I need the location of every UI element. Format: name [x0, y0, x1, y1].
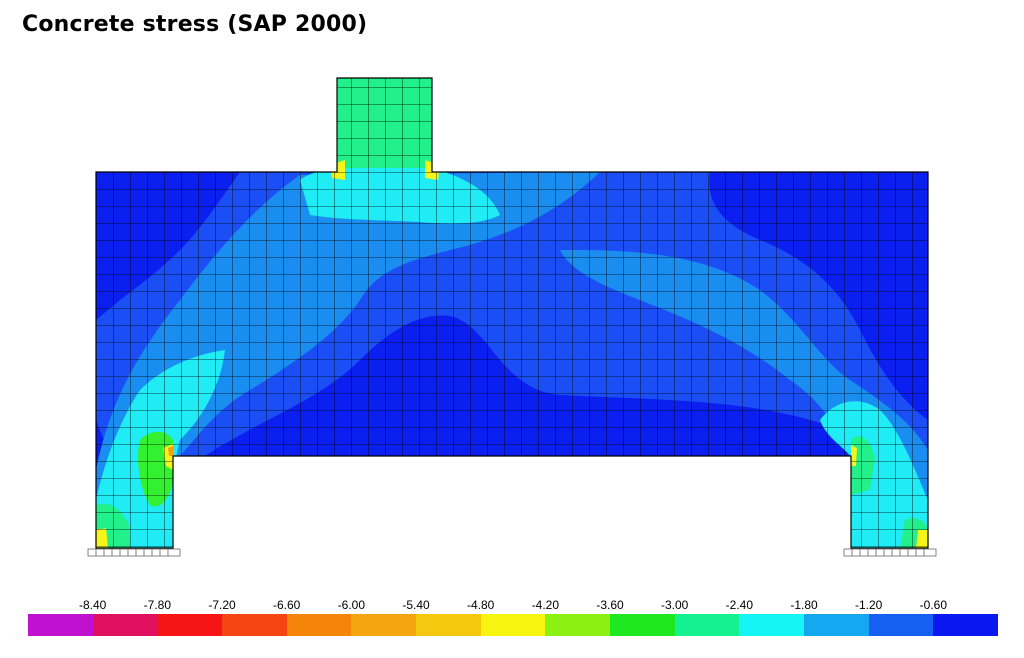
legend-label: -7.20 [208, 598, 236, 612]
legend-label: -8.40 [78, 598, 107, 612]
stress-contour-diagram [87, 77, 937, 557]
legend-swatch [222, 614, 287, 636]
beam-outline [95, 77, 929, 549]
legend-label: -2.40 [725, 598, 754, 612]
page-title: Concrete stress (SAP 2000) [22, 12, 368, 37]
legend-swatch [28, 614, 93, 636]
legend-labels: -8.40 -7.80 -7.20 -6.60 -6.00 -5.40 -4.80 -4.20… [28, 598, 998, 614]
legend-label: -1.20 [854, 598, 883, 612]
legend-label: -0.60 [919, 598, 948, 612]
color-legend: -8.40 -7.80 -7.20 -6.60 -6.00 -5.40 -4.80 -4.20… [28, 598, 999, 638]
legend-swatch [351, 614, 417, 636]
legend-label: -5.40 [402, 598, 430, 612]
legend-label: -4.80 [466, 598, 495, 612]
legend-swatch [739, 614, 805, 636]
stress-regions [96, 78, 928, 548]
legend-label: -3.00 [660, 598, 689, 612]
legend-swatch [416, 614, 481, 636]
legend-swatch [545, 614, 611, 636]
legend-swatch [674, 614, 740, 636]
legend-swatch [868, 614, 934, 636]
legend-label: -6.00 [337, 598, 366, 612]
legend-swatch [480, 614, 546, 636]
legend-label: -1.80 [790, 598, 818, 612]
legend-swatch [286, 614, 352, 636]
legend-label: -7.80 [143, 598, 172, 612]
legend-swatch [92, 614, 158, 636]
finite-element-mesh [96, 78, 928, 548]
right-support-symbol [843, 548, 937, 557]
legend-swatch [933, 614, 999, 636]
left-support-symbol [87, 548, 181, 557]
legend-label: -4.20 [531, 598, 560, 612]
legend-label: -3.60 [596, 598, 624, 612]
legend-swatch [610, 614, 675, 636]
legend-color-bar [28, 614, 999, 636]
legend-label: -6.60 [272, 598, 301, 612]
legend-swatch [157, 614, 223, 636]
legend-swatch [804, 614, 869, 636]
